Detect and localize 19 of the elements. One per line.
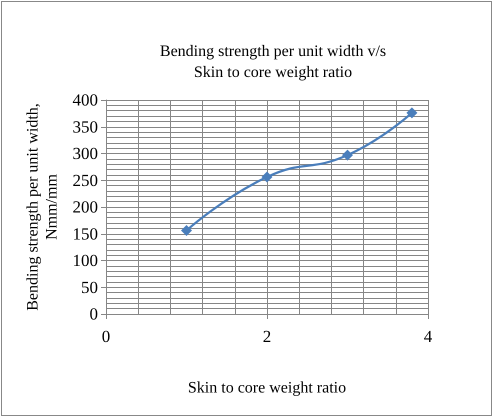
chart-title: Bending strength per unit width v/s Skin to core weight ratio: [160, 43, 386, 81]
y-tick-label: 200: [72, 198, 98, 216]
y-tick-label: 350: [72, 117, 98, 136]
x-tick-label: 2: [262, 327, 272, 346]
x-tick-label: 4: [424, 327, 433, 346]
y-axis-title: Bending strength per unit width, Nmm/mm: [24, 103, 61, 311]
y-tick-label: 150: [72, 224, 98, 244]
y-tick-label: 250: [72, 170, 98, 190]
y-tick-label: 100: [72, 251, 98, 270]
y-tick-label: 300: [72, 144, 98, 163]
x-tick-label: 0: [102, 327, 110, 346]
x-axis-title: Skin to core weight ratio: [188, 380, 346, 396]
y-tick-label: 0: [90, 304, 98, 324]
point: [262, 172, 272, 183]
y-tick-label: 400: [72, 90, 98, 110]
point: [342, 150, 353, 161]
y-tick-label: 50: [81, 278, 98, 297]
point: [181, 225, 192, 236]
point: [406, 107, 418, 118]
